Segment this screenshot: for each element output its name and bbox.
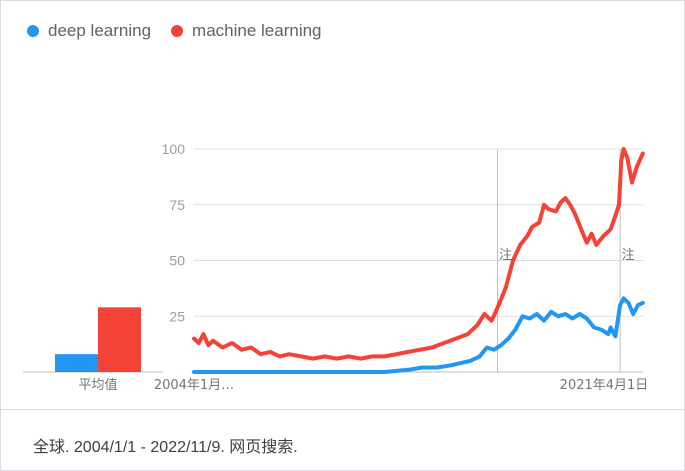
chart-area: 25 50 75 100 注 注 2004年1月… 2021年4月1日 平均值	[23, 141, 649, 393]
average-bar-deep-learning	[55, 354, 98, 372]
x-tick-label-end: 2021年4月1日	[560, 378, 649, 393]
y-tick-label: 100	[162, 141, 186, 157]
series-line-deep-learning	[192, 296, 645, 374]
average-label: 平均值	[78, 377, 117, 393]
note-marker-label[interactable]: 注	[499, 248, 512, 263]
machine-learning-dot-icon	[171, 25, 184, 37]
footer-divider	[1, 409, 684, 410]
legend-item-deep-learning[interactable]: deep learning	[27, 21, 151, 41]
average-bar-machine-learning	[98, 307, 141, 372]
y-tick-label: 50	[169, 253, 185, 269]
deep-learning-dot-icon	[27, 25, 39, 37]
legend: deep learning machine learning	[27, 21, 322, 41]
legend-label-deep-learning: deep learning	[48, 21, 152, 40]
footer-caption: 全球. 2004/1/1 - 2022/11/9. 网页搜索.	[33, 439, 298, 456]
x-tick-label-start: 2004年1月…	[154, 378, 234, 393]
legend-label-machine-learning: machine learning	[192, 21, 322, 40]
note-marker-label[interactable]: 注	[622, 248, 635, 263]
legend-item-machine-learning[interactable]: machine learning	[171, 21, 322, 41]
y-tick-label: 25	[169, 308, 185, 324]
y-tick-label: 75	[169, 197, 185, 213]
series-line-machine-learning	[192, 147, 645, 361]
